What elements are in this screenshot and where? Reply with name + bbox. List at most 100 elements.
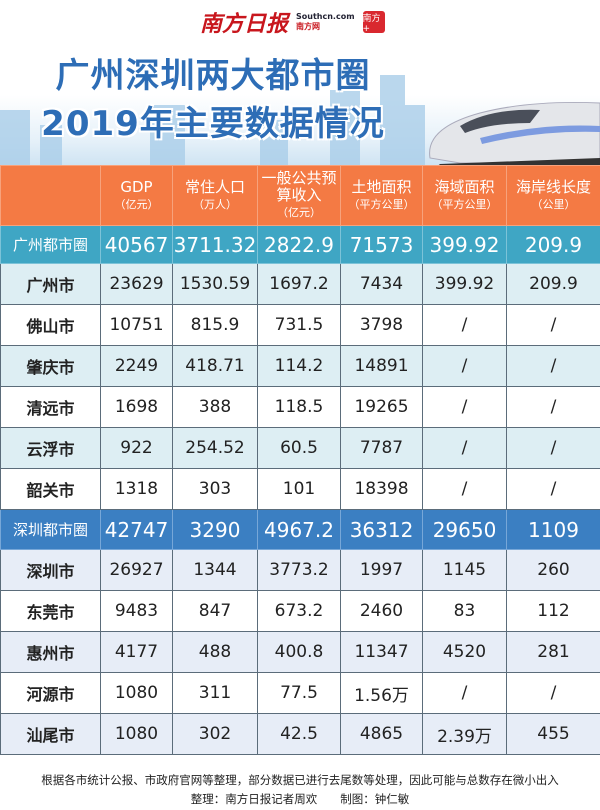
table-cell: 3290 — [172, 509, 258, 550]
table-cell: 418.71 — [172, 345, 258, 387]
table-cell: 1344 — [172, 549, 258, 591]
table-cell: 3711.32 — [172, 225, 258, 264]
column-header: GDP （亿元） — [100, 165, 173, 226]
table-cell: 7787 — [340, 427, 423, 469]
table-cell: 42747 — [100, 509, 173, 550]
nanfang-plus-logo: 南方+ — [362, 11, 385, 34]
table-cell: / — [422, 304, 507, 346]
table-cell: / — [422, 468, 507, 510]
table-cell: / — [422, 427, 507, 469]
table-cell: 101 — [257, 468, 341, 510]
table-cell: 4967.2 — [257, 509, 341, 550]
table-cell: 9483 — [100, 590, 173, 632]
data-table: GDP （亿元） 常住人口 （万人） 一般公共预算收入 （亿元） 土地面积 （平方公里） 海域面… — [0, 165, 600, 755]
table-cell: 14891 — [340, 345, 423, 387]
table-row: 汕尾市 1080 302 42.5 4865 2.39万 455 — [0, 713, 600, 755]
table-row: 韶关市 1318 303 101 18398// — [0, 468, 600, 510]
table-cell: / — [506, 386, 600, 428]
table-cell: 71573 — [340, 225, 423, 264]
table-cell: 114.2 — [257, 345, 341, 387]
table-cell: 4520 — [422, 631, 507, 673]
header-banner: 南方日报 Southcn.com 南方网 南方+ 广州深圳两大都市圈 2019年主… — [0, 0, 600, 168]
column-unit: （万人） — [193, 197, 237, 211]
table-row: 河源市 1080 311 77.5 1.56万 / / — [0, 672, 600, 714]
row-label: 肇庆市 — [0, 345, 101, 387]
column-header: 常住人口 （万人） — [172, 165, 258, 226]
column-label: 常住人口 — [184, 177, 245, 196]
group-total-row: 深圳都市圈 42747 3290 4967.2 36312 29650 1109 — [0, 509, 600, 550]
table-cell: 29650 — [422, 509, 507, 550]
table-cell: 3798 — [340, 304, 423, 346]
table-cell: 1698 — [100, 386, 173, 428]
credits: 整理：南方日报记者周欢 制图：钟仁敏 — [190, 792, 410, 806]
table-cell: 254.52 — [172, 427, 258, 469]
table-row: 肇庆市 2249 418.71 114.2 14891// — [0, 345, 600, 387]
column-label: 海域面积 — [434, 177, 495, 196]
table-row: 深圳市 26927 1344 3773.2 1997 1145 260 — [0, 549, 600, 591]
table-cell: 1997 — [340, 549, 423, 591]
table-cell: 26927 — [100, 549, 173, 591]
column-header: 海域面积 （平方公里） — [422, 165, 507, 226]
table-cell: 36312 — [340, 509, 423, 550]
table-cell: / — [506, 345, 600, 387]
table-cell: 18398 — [340, 468, 423, 510]
table-cell: 7434 — [340, 263, 423, 305]
row-label: 佛山市 — [0, 304, 101, 346]
row-label: 清远市 — [0, 386, 101, 428]
table-cell: 302 — [172, 713, 258, 755]
table-cell: 42.5 — [257, 713, 341, 755]
table-cell: 2.39万 — [422, 713, 507, 755]
brand-logos: 南方日报 Southcn.com 南方网 南方+ — [200, 6, 385, 38]
table-cell: / — [506, 427, 600, 469]
table-cell: 83 — [422, 590, 507, 632]
table-cell: 400.8 — [257, 631, 341, 673]
column-unit: （亿元） — [277, 206, 321, 219]
column-header — [0, 165, 101, 226]
page-subtitle: 2019年主要数据情况 — [41, 104, 385, 144]
column-unit: （平方公里） — [348, 197, 415, 211]
table-cell: 847 — [172, 590, 258, 632]
table-cell: 3773.2 — [257, 549, 341, 591]
column-label: 一般公共预算收入 — [261, 169, 337, 204]
table-cell: 1530.59 — [172, 263, 258, 305]
table-cell: 60.5 — [257, 427, 341, 469]
table-cell: 1318 — [100, 468, 173, 510]
column-unit: （公里） — [531, 197, 576, 211]
row-label: 深圳市 — [0, 549, 101, 591]
table-cell: 1.56万 — [340, 672, 423, 714]
table-cell: 388 — [172, 386, 258, 428]
page-title: 广州深圳两大都市圈 — [55, 56, 371, 96]
table-cell: / — [506, 468, 600, 510]
table-cell: 209.9 — [506, 225, 600, 264]
row-label: 韶关市 — [0, 468, 101, 510]
table-cell: 399.92 — [422, 263, 507, 305]
table-header-row: GDP （亿元） 常住人口 （万人） 一般公共预算收入 （亿元） 土地面积 （平方公里） 海域面… — [0, 165, 600, 226]
table-cell: 731.5 — [257, 304, 341, 346]
table-cell: / — [422, 386, 507, 428]
table-cell: / — [506, 304, 600, 346]
table-row: 云浮市 922 254.52 60.5 7787// — [0, 427, 600, 469]
table-cell: 1145 — [422, 549, 507, 591]
table-cell: 815.9 — [172, 304, 258, 346]
southcn-logo: Southcn.com 南方网 — [296, 12, 355, 31]
table-cell: 4865 — [340, 713, 423, 755]
table-cell: 10751 — [100, 304, 173, 346]
table-row: 佛山市 10751 815.9 731.5 3798// — [0, 304, 600, 346]
table-cell: 40567 — [100, 225, 173, 264]
table-cell: 673.2 — [257, 590, 341, 632]
row-label: 惠州市 — [0, 631, 101, 673]
footnote: 根据各市统计公报、市政府官网等整理，部分数据已进行去尾数等处理，因此可能与总数存… — [41, 773, 559, 787]
table-cell: 1697.2 — [257, 263, 341, 305]
table-cell: 399.92 — [422, 225, 507, 264]
table-cell: 488 — [172, 631, 258, 673]
row-label: 深圳都市圈 — [0, 509, 101, 550]
table-cell: 118.5 — [257, 386, 341, 428]
column-header: 海岸线长度 （公里） — [506, 165, 600, 226]
table-cell: 281 — [506, 631, 600, 673]
table-cell: 311 — [172, 672, 258, 714]
train-illustration — [429, 101, 600, 168]
table-cell: 2249 — [100, 345, 173, 387]
table-cell: 209.9 — [506, 263, 600, 305]
table-cell: 2460 — [340, 590, 423, 632]
column-label: GDP — [120, 177, 153, 196]
